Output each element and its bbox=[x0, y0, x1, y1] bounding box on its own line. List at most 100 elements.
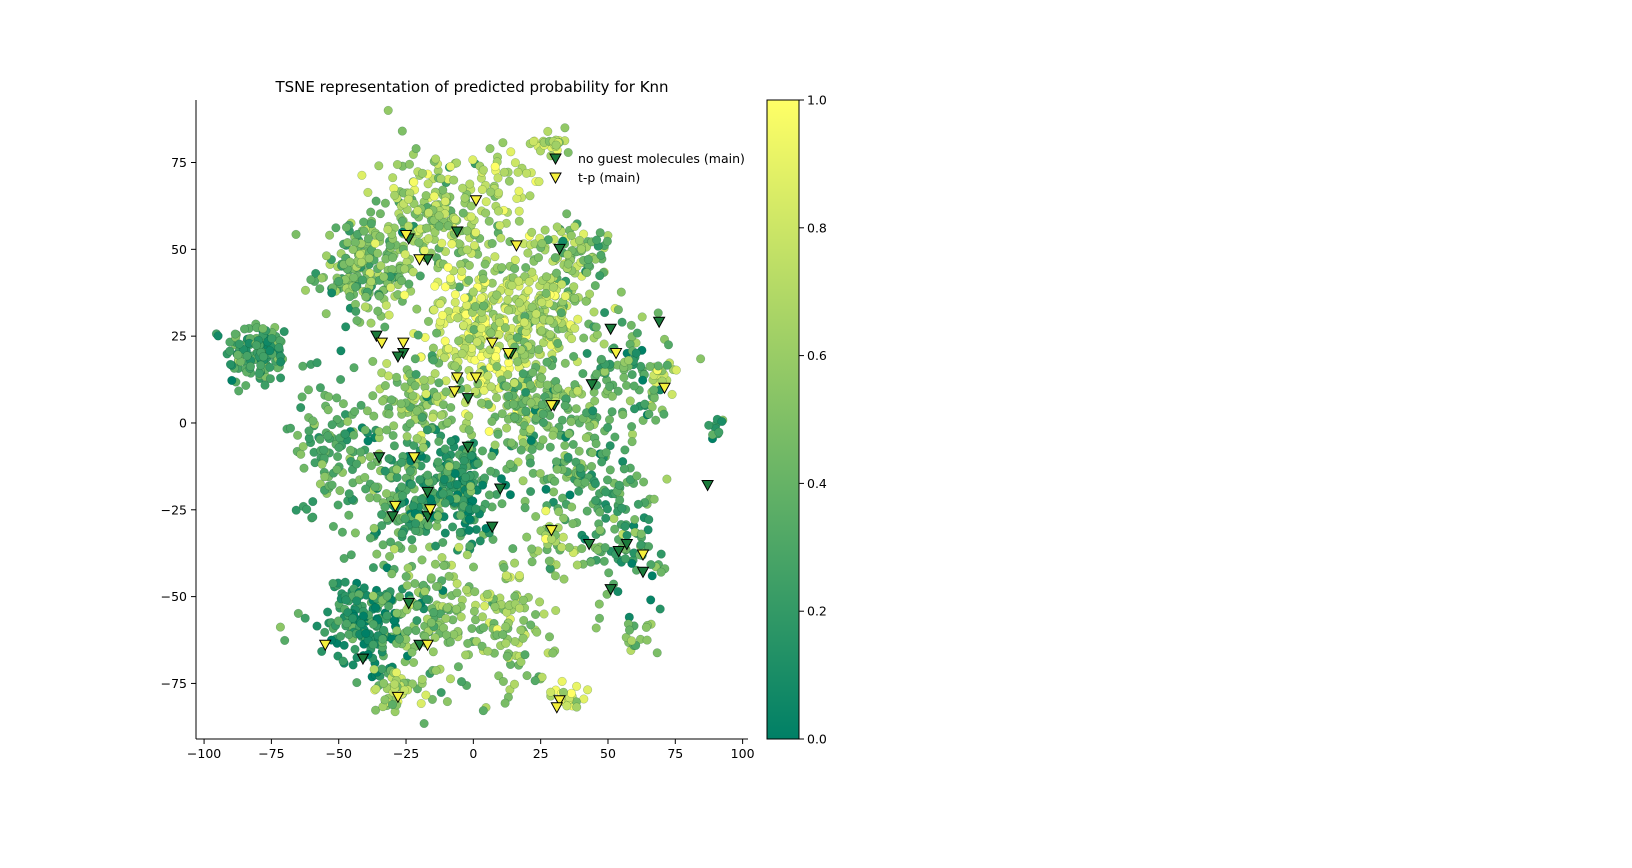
scatter-point bbox=[527, 544, 537, 554]
scatter-point bbox=[366, 277, 376, 287]
scatter-point bbox=[404, 159, 415, 169]
scatter-point bbox=[411, 144, 421, 154]
scatter-point bbox=[524, 277, 534, 287]
x-tick-label: 25 bbox=[533, 746, 549, 761]
scatter-point bbox=[563, 147, 573, 158]
scatter-point bbox=[457, 349, 467, 359]
scatter-point bbox=[428, 412, 438, 422]
scatter-point bbox=[234, 339, 244, 349]
scatter-point bbox=[423, 316, 434, 326]
scatter-point bbox=[491, 352, 501, 362]
x-tick-label: 100 bbox=[731, 746, 755, 761]
scatter-point bbox=[591, 322, 601, 332]
scatter-point bbox=[349, 272, 359, 283]
scatter-point bbox=[560, 123, 570, 133]
scatter-point bbox=[412, 615, 422, 626]
legend-label-tp: t-p (main) bbox=[578, 170, 640, 185]
scatter-point bbox=[432, 328, 442, 338]
scatter-point bbox=[510, 264, 520, 274]
scatter-point bbox=[493, 173, 503, 183]
scatter-point bbox=[560, 401, 570, 411]
scatter-point bbox=[361, 628, 371, 638]
y-tick-label: −75 bbox=[161, 676, 187, 691]
scatter-point bbox=[501, 571, 511, 581]
scatter-point bbox=[408, 501, 418, 511]
scatter-point bbox=[496, 233, 506, 243]
scatter-point bbox=[230, 329, 240, 339]
scatter-point bbox=[486, 466, 496, 476]
colorbar-tick-label: 0.8 bbox=[807, 220, 827, 235]
scatter-point bbox=[491, 393, 502, 403]
scatter-point bbox=[458, 208, 468, 218]
scatter-point bbox=[592, 329, 602, 340]
scatter-point bbox=[558, 532, 568, 542]
scatter-point bbox=[481, 197, 491, 207]
scatter-point bbox=[566, 230, 576, 241]
scatter-point bbox=[465, 179, 475, 189]
scatter-point bbox=[637, 312, 647, 322]
scatter-point bbox=[570, 293, 580, 303]
scatter-point bbox=[548, 648, 558, 658]
scatter-point bbox=[333, 452, 343, 462]
scatter-point bbox=[352, 315, 362, 326]
scatter-point bbox=[443, 221, 453, 231]
scatter-point bbox=[595, 507, 605, 517]
scatter-point bbox=[335, 486, 345, 496]
scatter-point bbox=[545, 315, 555, 326]
scatter-point bbox=[452, 588, 462, 598]
scatter-point bbox=[537, 239, 547, 249]
scatter-point bbox=[275, 622, 285, 632]
colorbar-tick-label: 1.0 bbox=[807, 93, 827, 108]
scatter-point bbox=[440, 196, 450, 206]
scatter-point bbox=[479, 623, 489, 633]
scatter-point bbox=[434, 436, 444, 447]
scatter-point bbox=[379, 678, 389, 688]
no-guest-marker bbox=[391, 351, 405, 364]
scatter-point bbox=[534, 344, 544, 355]
scatter-point bbox=[539, 609, 549, 619]
scatter-point bbox=[469, 325, 479, 335]
scatter-point bbox=[321, 251, 332, 261]
scatter-point bbox=[374, 291, 384, 301]
scatter-point bbox=[559, 574, 569, 584]
scatter-point bbox=[233, 350, 243, 360]
scatter-point bbox=[470, 587, 480, 597]
scatter-point bbox=[531, 309, 541, 319]
scatter-point bbox=[341, 595, 351, 605]
scatter-point bbox=[512, 357, 523, 367]
scatter-point bbox=[566, 417, 576, 427]
scatter-point bbox=[333, 500, 343, 510]
colorbar-tick-label: 0.6 bbox=[807, 348, 827, 363]
scatter-point bbox=[320, 627, 330, 637]
scatter-point bbox=[548, 430, 558, 440]
scatter-point bbox=[554, 507, 564, 517]
scatter-point bbox=[308, 512, 318, 522]
scatter-point bbox=[460, 293, 470, 303]
scatter-point bbox=[601, 447, 611, 458]
scatter-point bbox=[410, 381, 420, 391]
scatter-point bbox=[569, 282, 579, 292]
scatter-point bbox=[415, 271, 425, 281]
scatter-point bbox=[625, 396, 635, 406]
scatter-point bbox=[362, 406, 372, 416]
scatter-point bbox=[619, 372, 629, 383]
scatter-point bbox=[644, 409, 654, 419]
scatter-point bbox=[431, 154, 441, 164]
scatter-point bbox=[340, 577, 350, 587]
scatter-point bbox=[358, 611, 369, 621]
scatter-point bbox=[543, 235, 553, 245]
scatter-point bbox=[408, 267, 418, 277]
scatter-point bbox=[414, 238, 424, 248]
scatter-point bbox=[443, 344, 454, 354]
scatter-point bbox=[365, 533, 375, 543]
scatter-point bbox=[526, 620, 536, 630]
colorbar-ticks: 0.0 0.2 0.4 0.6 0.8 1.0 bbox=[799, 93, 827, 747]
scatter-point bbox=[463, 638, 473, 648]
scatter-point bbox=[429, 607, 439, 618]
scatter-point bbox=[390, 190, 400, 200]
scatter-point bbox=[389, 421, 399, 431]
scatter-point bbox=[585, 289, 595, 299]
scatter-point bbox=[455, 527, 465, 537]
scatter-point bbox=[296, 403, 306, 413]
scatter-point bbox=[560, 358, 570, 368]
